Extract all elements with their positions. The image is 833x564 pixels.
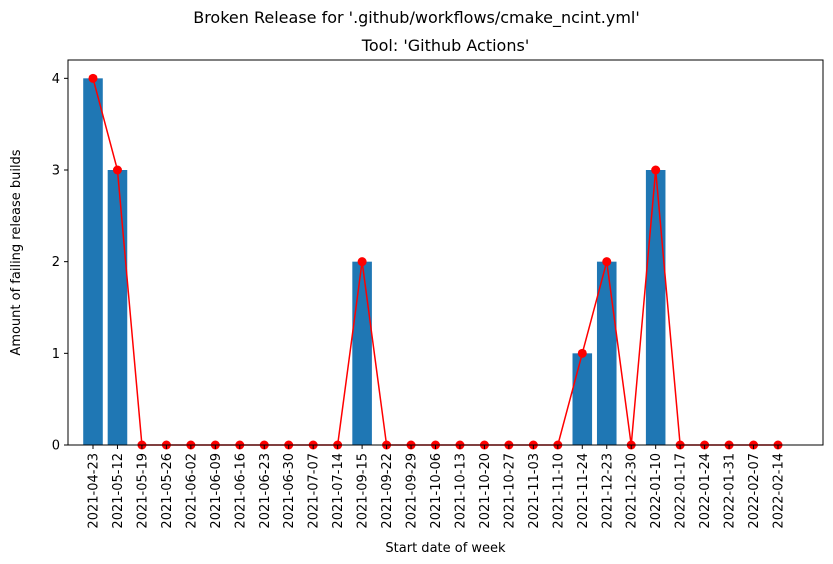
y-tick-label: 4 bbox=[52, 72, 60, 87]
x-tick-label: 2021-05-12 bbox=[111, 453, 126, 529]
bar-2022-01-10 bbox=[645, 170, 666, 445]
bar-2021-12-23 bbox=[596, 261, 617, 445]
line-layer bbox=[88, 73, 783, 450]
point-2021-04-23 bbox=[88, 73, 98, 83]
series-line bbox=[92, 78, 778, 446]
point-2021-05-12 bbox=[112, 165, 122, 175]
axes-layer: 0 1 2 3 4 2021-04-23 2021-05-12 2021-05-19 2021-… bbox=[9, 59, 824, 556]
x-tick-label: 2021-12-23 bbox=[600, 453, 615, 529]
chart-title: Tool: 'Github Actions' bbox=[361, 36, 530, 55]
x-tick-label: 2021-06-16 bbox=[233, 453, 248, 529]
y-tick-label: 3 bbox=[52, 164, 60, 179]
x-tick-label: 2021-09-15 bbox=[356, 453, 371, 529]
x-tick-label: 2021-12-30 bbox=[625, 453, 640, 529]
x-tick-label: 2021-10-13 bbox=[453, 453, 468, 529]
x-tick-label: 2021-07-14 bbox=[331, 453, 346, 529]
y-tick-label: 1 bbox=[52, 347, 60, 362]
x-tick-label: 2022-01-17 bbox=[674, 453, 689, 529]
y-axis-label: Amount of failing release builds bbox=[9, 149, 24, 355]
figure-title: Broken Release for '.github/workflows/cm… bbox=[193, 8, 640, 27]
plot-frame bbox=[67, 59, 824, 446]
x-tick-label: 2021-09-29 bbox=[405, 453, 420, 529]
point-2021-11-24 bbox=[577, 348, 587, 358]
bar-2021-05-12 bbox=[107, 170, 128, 445]
x-tick-label: 2022-01-31 bbox=[723, 453, 738, 529]
x-tick-label: 2021-09-22 bbox=[380, 453, 395, 529]
x-tick-label: 2021-10-27 bbox=[502, 453, 517, 529]
x-tick-label: 2022-02-07 bbox=[747, 453, 762, 529]
x-tick-label: 2021-06-23 bbox=[258, 453, 273, 529]
x-tick-label: 2021-04-23 bbox=[87, 453, 102, 529]
bar-2021-09-15 bbox=[352, 261, 372, 445]
x-tick-label: 2021-11-24 bbox=[576, 453, 591, 529]
x-tick-label: 2022-01-10 bbox=[649, 453, 664, 529]
y-tick-label: 0 bbox=[52, 439, 60, 454]
x-tick-label: 2022-01-24 bbox=[698, 453, 713, 529]
x-tick-label: 2021-11-10 bbox=[551, 453, 566, 529]
bars-layer bbox=[83, 78, 666, 445]
x-tick-label: 2021-06-02 bbox=[184, 453, 199, 529]
x-tick-label: 2021-10-06 bbox=[429, 453, 444, 529]
x-tick-label: 2021-10-20 bbox=[478, 453, 493, 529]
x-tick-label: 2021-06-09 bbox=[209, 453, 224, 529]
x-tick-label: 2021-05-26 bbox=[160, 453, 175, 529]
x-axis-label: Start date of week bbox=[385, 541, 506, 556]
x-tick-label: 2021-11-03 bbox=[527, 453, 542, 529]
x-tick-label: 2021-06-30 bbox=[282, 453, 297, 529]
point-2022-01-10 bbox=[651, 165, 661, 175]
point-2021-12-23 bbox=[602, 257, 612, 267]
bar-2021-11-24 bbox=[572, 353, 593, 445]
x-tick-label: 2021-07-07 bbox=[307, 453, 322, 529]
x-tick-label: 2022-02-14 bbox=[772, 453, 787, 529]
x-tick-label: 2021-05-19 bbox=[135, 453, 150, 529]
bar-2021-04-23 bbox=[83, 78, 103, 445]
point-2021-09-15 bbox=[357, 257, 367, 267]
y-tick-label: 2 bbox=[52, 255, 60, 270]
